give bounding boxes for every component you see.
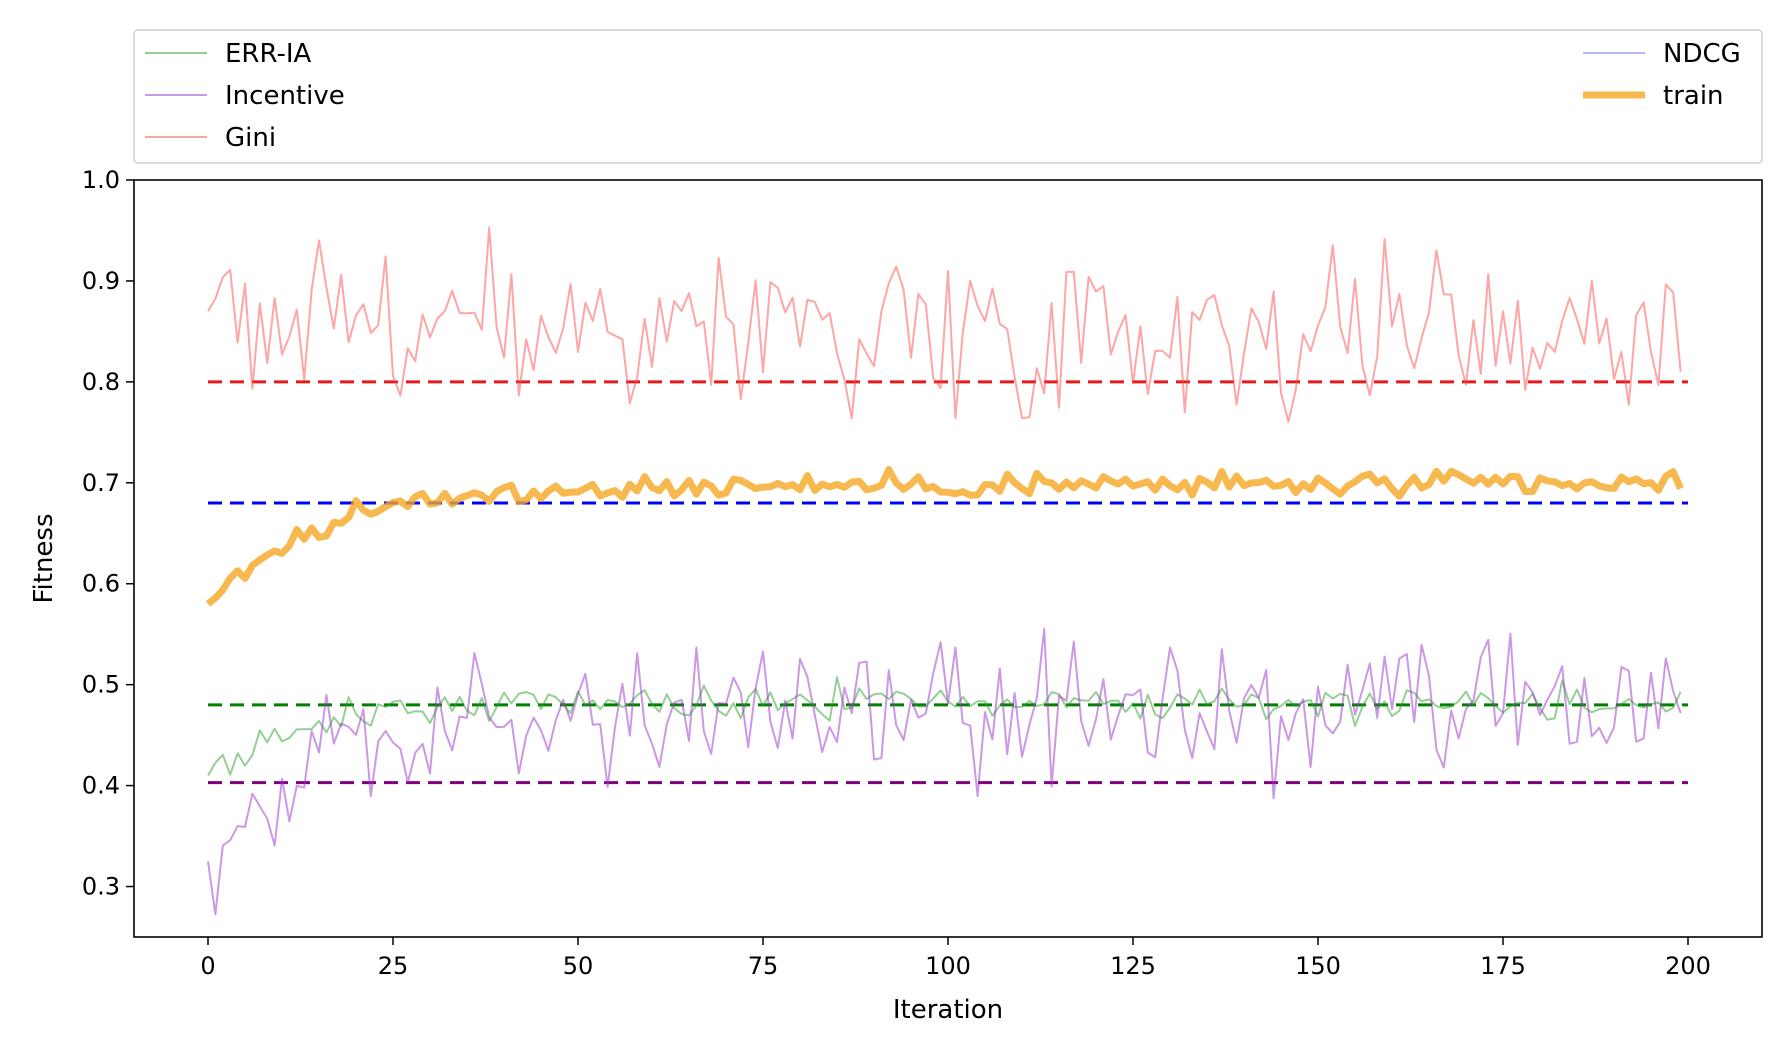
y-axis: 0.3 0.4 0.5 0.6 0.7 0.8 0.9 1.0 [82,166,134,901]
y-tick-label: 0.5 [82,671,120,699]
x-tick-label: 175 [1480,952,1526,980]
y-tick-label: 0.3 [82,873,120,901]
y-tick-label: 0.7 [82,469,120,497]
x-tick-label: 50 [563,952,594,980]
y-tick-label: 0.6 [82,570,120,598]
y-tick-label: 0.4 [82,772,120,800]
legend: ERR-IA Incentive Gini NDCG train [133,29,1763,164]
x-tick-label: 150 [1295,952,1341,980]
y-tick-label: 0.8 [82,368,120,396]
series-line-incentive [207,627,1682,916]
x-tick-label: 125 [1110,952,1156,980]
series-line-err-ia [207,676,1682,777]
legend-label: Gini [225,123,276,153]
legend-label: NDCG [1663,39,1741,69]
x-tick-label: 100 [925,952,971,980]
x-tick-label: 25 [378,952,409,980]
y-tick-label: 1.0 [82,166,120,194]
legend-box [133,29,1763,164]
series-line-gini [207,226,1682,423]
x-tick-label: 75 [748,952,779,980]
series-line-train [205,466,1684,607]
x-tick-label: 0 [200,952,215,980]
y-tick-label: 0.9 [82,267,120,295]
legend-label: train [1663,81,1724,111]
x-axis: 0 25 50 75 100 125 150 175 200 [200,937,1711,980]
x-axis-label: Iteration [893,995,1003,1025]
y-axis-label: Fitness [29,513,59,603]
x-tick-label: 200 [1665,952,1711,980]
series-lines [205,226,1684,916]
plot-frame [133,179,1763,938]
legend-label: ERR-IA [225,39,312,69]
legend-label: Incentive [225,81,345,111]
